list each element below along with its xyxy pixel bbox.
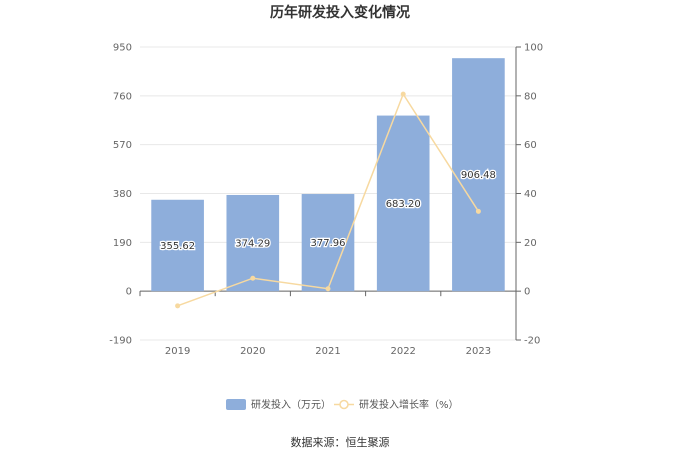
x-tick-label: 2022 bbox=[390, 346, 415, 357]
right-axis: -20 0 20 40 60 80 100 bbox=[515, 43, 543, 347]
x-tick-label: 2021 bbox=[315, 346, 340, 357]
data-source: 数据来源：恒生聚源 bbox=[291, 435, 390, 449]
line-series bbox=[175, 91, 481, 309]
y-left-tick-label: 570 bbox=[113, 140, 132, 151]
legend-line-marker bbox=[339, 399, 349, 410]
bar-value-label: 374.29 bbox=[235, 239, 270, 250]
line-point bbox=[475, 208, 481, 214]
bar-value-label: 906.48 bbox=[461, 170, 496, 181]
legend-line-label: 研发投入增长率（%） bbox=[359, 398, 459, 411]
bar bbox=[226, 194, 280, 292]
line-point bbox=[175, 303, 181, 309]
line-point bbox=[400, 91, 406, 97]
x-tick-label: 2023 bbox=[466, 346, 491, 357]
x-axis: 2019 2020 2021 2022 2023 bbox=[139, 290, 517, 357]
legend-bar-label: 研发投入（万元） bbox=[251, 398, 331, 411]
y-right-tick-label: 60 bbox=[524, 140, 537, 151]
bar-value-label: 377.96 bbox=[311, 238, 346, 249]
bar-value-label: 683.20 bbox=[386, 199, 421, 210]
y-right-tick-label: 20 bbox=[524, 238, 537, 249]
y-left-tick-label: 760 bbox=[113, 91, 132, 102]
bar bbox=[151, 199, 204, 292]
x-tick-label: 2019 bbox=[165, 346, 190, 357]
bar bbox=[452, 58, 505, 292]
y-right-tick-label: 0 bbox=[524, 287, 530, 298]
bar-labels: 355.62 374.29 377.96 683.20 906.48 bbox=[159, 169, 497, 253]
x-tick-label: 2020 bbox=[240, 346, 265, 357]
left-axis: -190 0 190 380 570 760 950 bbox=[109, 43, 132, 347]
line-point bbox=[250, 275, 256, 281]
bar-series bbox=[151, 58, 505, 292]
y-left-tick-label: 950 bbox=[113, 43, 132, 54]
legend: 研发投入（万元） 研发投入增长率（%） bbox=[226, 398, 459, 411]
y-left-tick-label: 0 bbox=[126, 287, 132, 298]
y-right-tick-label: 100 bbox=[524, 43, 543, 54]
y-left-tick-label: 380 bbox=[113, 189, 132, 200]
y-right-tick-label: -20 bbox=[524, 336, 540, 347]
bar bbox=[376, 115, 430, 292]
y-right-tick-label: 40 bbox=[524, 189, 537, 200]
legend-bar-swatch bbox=[226, 399, 246, 410]
line-point bbox=[325, 286, 331, 292]
bar-value-label: 355.62 bbox=[160, 241, 195, 252]
y-left-tick-label: -190 bbox=[109, 336, 132, 347]
y-left-tick-label: 190 bbox=[113, 238, 132, 249]
y-right-tick-label: 80 bbox=[524, 91, 537, 102]
chart-title: 历年研发投入变化情况 bbox=[270, 4, 410, 21]
